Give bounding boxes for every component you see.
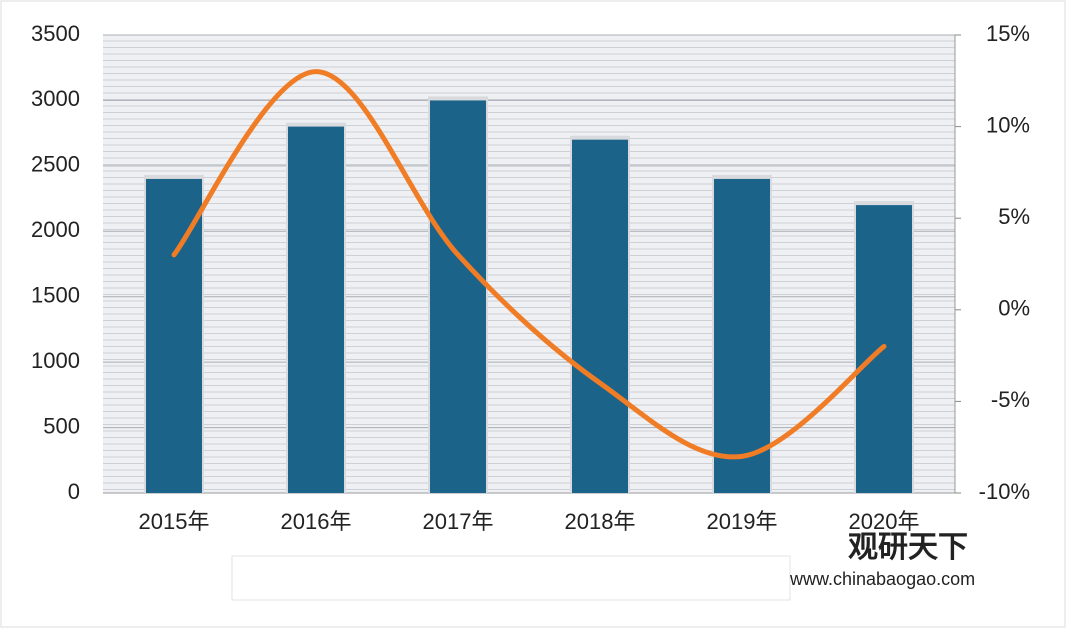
x-tick-label: 2016年 — [281, 509, 352, 534]
y-tick-label: 2000 — [31, 217, 80, 242]
x-tick-label: 2018年 — [565, 509, 636, 534]
y-tick-label: 0 — [68, 479, 80, 504]
y2-tick-label: 5% — [998, 204, 1030, 229]
x-tick-label: 2015年 — [139, 509, 210, 534]
x-tick-label: 2017年 — [423, 509, 494, 534]
bar — [572, 139, 628, 493]
y2-tick-label: 15% — [986, 21, 1030, 46]
bar — [430, 100, 486, 493]
y-tick-label: 2500 — [31, 152, 80, 177]
y2-tick-label: -5% — [991, 387, 1030, 412]
bar — [714, 178, 770, 493]
y-tick-label: 1500 — [31, 283, 80, 308]
legend-box — [231, 555, 791, 601]
watermark-url: www.chinabaogao.com — [789, 569, 975, 589]
bar — [288, 126, 344, 493]
y2-tick-label: 0% — [998, 296, 1030, 321]
y-tick-label: 3000 — [31, 86, 80, 111]
line — [171, 69, 887, 460]
y2-tick-label: -10% — [979, 479, 1030, 504]
y-tick-label: 3500 — [31, 21, 80, 46]
x-tick-label: 2020年 — [849, 509, 920, 534]
bar — [146, 178, 202, 493]
y2-tick-label: 10% — [986, 112, 1030, 137]
x-tick-label: 2019年 — [707, 509, 778, 534]
y-tick-label: 500 — [43, 413, 80, 438]
y-tick-label: 1000 — [31, 348, 80, 373]
watermark-brand: 观研天下 — [848, 531, 968, 564]
